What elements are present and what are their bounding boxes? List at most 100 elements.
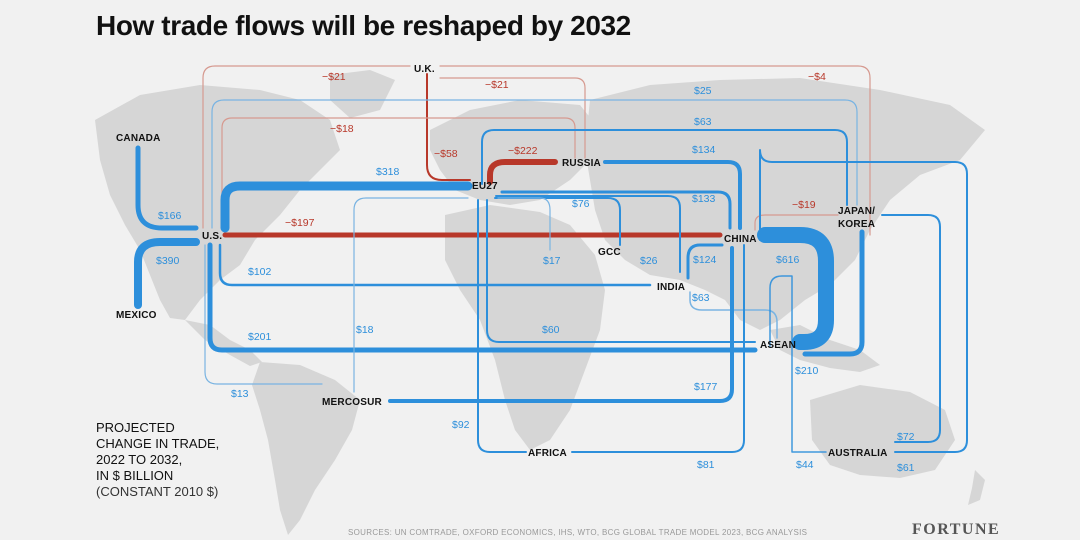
flow-value: $63 bbox=[692, 292, 710, 304]
landmass-new-zealand bbox=[968, 470, 985, 505]
flow-mercosur-china bbox=[388, 246, 734, 403]
legend-line: CHANGE IN TRADE, bbox=[96, 436, 220, 451]
flow-value: $72 bbox=[897, 431, 915, 443]
flow-asean-australia bbox=[769, 275, 827, 453]
flow-china-india bbox=[686, 243, 724, 280]
flow-value: $63 bbox=[694, 116, 712, 128]
region-labels: U.K. CANADA RUSSIA EU27 JAPAN/ KOREA U.S… bbox=[116, 64, 887, 459]
flow-routes bbox=[134, 65, 968, 453]
flow-value: $26 bbox=[640, 255, 658, 267]
flow-value: $124 bbox=[693, 254, 717, 266]
region-label: EU27 bbox=[472, 181, 498, 192]
region-label: GCC bbox=[598, 247, 621, 258]
region-label: ASEAN bbox=[760, 340, 796, 351]
landmass-africa bbox=[445, 205, 605, 450]
flow-uk-russia bbox=[439, 77, 586, 159]
flow-value: $92 bbox=[452, 419, 470, 431]
landmass-europe bbox=[430, 100, 600, 205]
flow-value: $318 bbox=[376, 166, 400, 178]
legend-line: IN $ BILLION bbox=[96, 468, 174, 483]
flow-value: $81 bbox=[697, 459, 715, 471]
flow-canada-us bbox=[135, 145, 199, 231]
flow-eu27-japankorea bbox=[481, 129, 848, 206]
legend-line: 2022 TO 2032, bbox=[96, 452, 183, 467]
flow-value: −$4 bbox=[808, 71, 826, 83]
landmass-south-america bbox=[252, 362, 360, 535]
flow-us-japankorea bbox=[211, 99, 858, 229]
flow-us-mercosur-13 bbox=[204, 244, 323, 385]
region-label: U.K. bbox=[414, 64, 435, 75]
flow-value: −$58 bbox=[434, 148, 458, 160]
region-label: JAPAN/ bbox=[838, 206, 875, 217]
flow-china-asean bbox=[757, 227, 834, 350]
flow-value: −$197 bbox=[285, 217, 315, 229]
flow-value: $44 bbox=[796, 459, 814, 471]
page-title: How trade flows will be reshaped by 2032 bbox=[96, 10, 631, 41]
region-label: MEXICO bbox=[116, 310, 157, 321]
flow-value: $201 bbox=[248, 331, 272, 343]
flow-uk-eu27 bbox=[426, 73, 471, 181]
flow-value: −$21 bbox=[485, 79, 509, 91]
flow-us-russia bbox=[221, 117, 576, 229]
landmass-greenland bbox=[330, 70, 395, 118]
legend: PROJECTED CHANGE IN TRADE, 2022 TO 2032,… bbox=[96, 420, 219, 500]
flow-value: −$222 bbox=[508, 145, 538, 157]
publisher-logo: FORTUNE bbox=[912, 521, 1001, 538]
landmass-australia bbox=[810, 385, 955, 478]
flow-value: −$19 bbox=[792, 199, 816, 211]
landmass-central-america bbox=[185, 320, 262, 366]
region-label: RUSSIA bbox=[562, 158, 601, 169]
flow-value: $133 bbox=[692, 193, 716, 205]
flow-uk-us bbox=[202, 65, 411, 229]
region-label: KOREA bbox=[838, 219, 875, 230]
flow-value: $166 bbox=[158, 210, 182, 222]
legend-line: PROJECTED bbox=[96, 420, 175, 435]
source-note: SOURCES: UN COMTRADE, OXFORD ECONOMICS, … bbox=[348, 528, 808, 537]
landmass-north-america bbox=[95, 85, 340, 320]
world-map bbox=[95, 70, 985, 535]
flow-russia-china bbox=[603, 160, 742, 230]
flow-value: $17 bbox=[543, 255, 561, 267]
flow-value: −$21 bbox=[322, 71, 346, 83]
flow-eu27-india bbox=[495, 195, 681, 273]
flow-eu27-africa bbox=[477, 199, 527, 453]
flow-value: −$18 bbox=[330, 123, 354, 135]
flow-uk-japankorea bbox=[439, 65, 871, 236]
flow-us-asean bbox=[207, 242, 758, 353]
flow-us-india bbox=[218, 243, 652, 287]
flow-value: $134 bbox=[692, 144, 716, 156]
flow-china-japankorea bbox=[754, 214, 839, 231]
flow-japankorea-australia bbox=[881, 214, 941, 443]
region-label: CANADA bbox=[116, 133, 161, 144]
flow-value: $177 bbox=[694, 381, 718, 393]
flow-value: $61 bbox=[897, 462, 915, 474]
flow-eu27-gcc bbox=[494, 197, 621, 246]
flow-russia-eu27 bbox=[487, 159, 558, 185]
flow-us-eu27 bbox=[220, 181, 473, 233]
flow-value: $18 bbox=[356, 324, 374, 336]
flow-china-australia bbox=[759, 149, 968, 453]
flow-eu27-china bbox=[500, 190, 732, 230]
flow-japankorea-asean bbox=[802, 229, 865, 357]
flow-us-mercosur-18 bbox=[353, 197, 469, 393]
flow-china-africa bbox=[571, 244, 745, 453]
region-label: AFRICA bbox=[528, 448, 567, 459]
region-label: U.S. bbox=[202, 231, 222, 242]
flow-value: $13 bbox=[231, 388, 249, 400]
region-label: MERCOSUR bbox=[322, 397, 383, 408]
landmass-asia bbox=[585, 78, 985, 330]
flow-value: $76 bbox=[572, 198, 590, 210]
region-label: CHINA bbox=[724, 234, 757, 245]
legend-note: (CONSTANT 2010 $) bbox=[96, 484, 219, 499]
flow-eu27-asean bbox=[486, 199, 756, 343]
flow-value: $210 bbox=[795, 365, 819, 377]
flow-eu27-africa-light bbox=[497, 197, 551, 251]
flow-value: $390 bbox=[156, 255, 180, 267]
flow-value: $25 bbox=[694, 85, 712, 97]
flow-value: $102 bbox=[248, 266, 272, 278]
flow-value: $616 bbox=[776, 254, 800, 266]
flow-value-labels: −$4 −$21 −$21 −$58 −$18 −$222 −$197 −$19… bbox=[156, 71, 915, 474]
flow-value: $60 bbox=[542, 324, 560, 336]
